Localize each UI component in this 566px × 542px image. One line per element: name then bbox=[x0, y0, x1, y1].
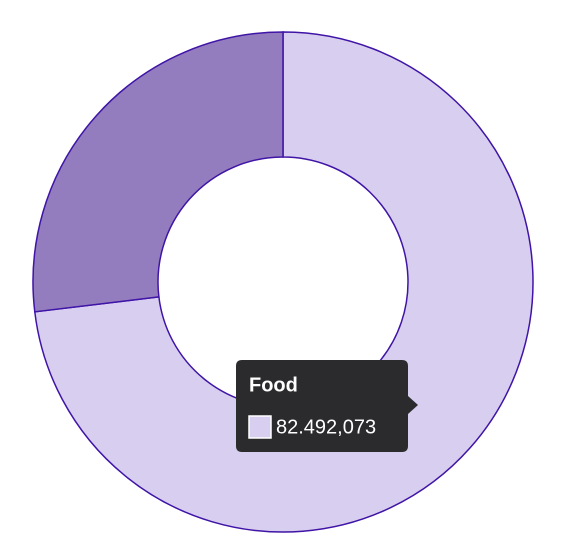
tooltip-box bbox=[236, 360, 418, 452]
tooltip-swatch bbox=[248, 415, 272, 439]
slice[interactable] bbox=[32, 31, 284, 313]
tooltip-title: Food bbox=[249, 374, 298, 396]
donut bbox=[32, 31, 534, 533]
tooltip-value: 82.492,073 bbox=[276, 416, 376, 438]
tooltip: Food 82.492,073 bbox=[236, 360, 418, 452]
